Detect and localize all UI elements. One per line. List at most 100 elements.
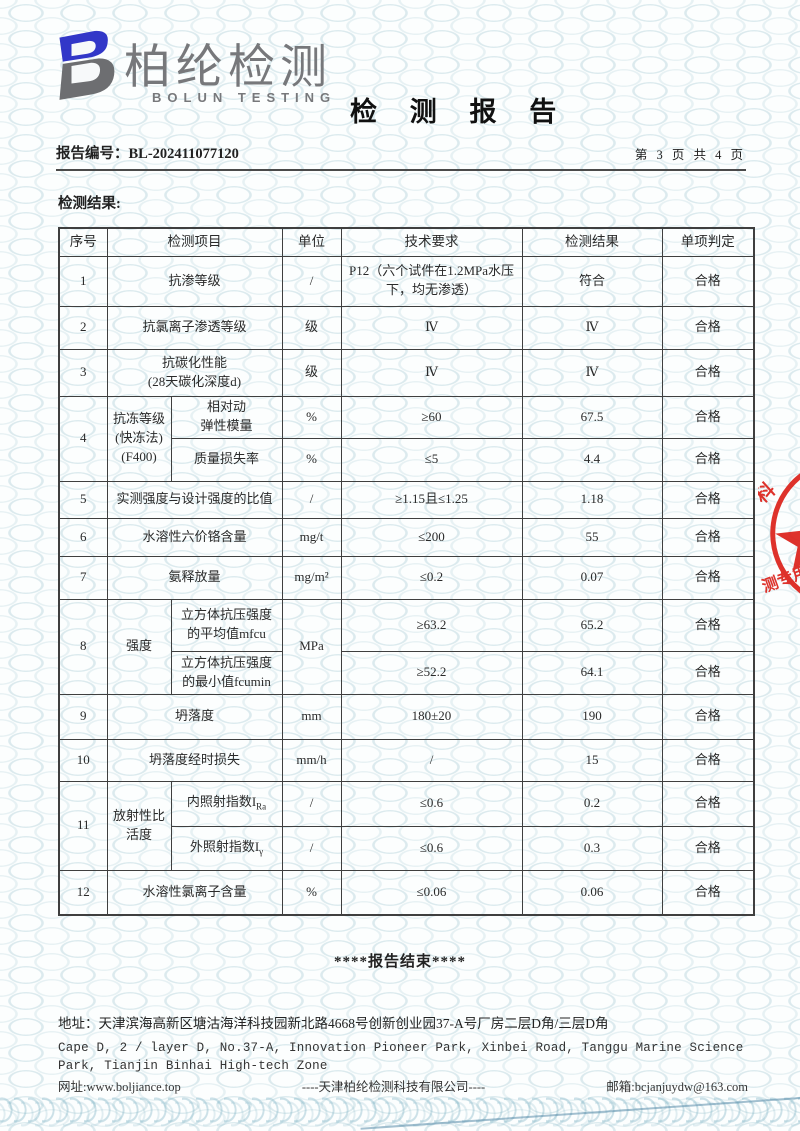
table-row: 立方体抗压强度 的最小值fcumin ≥52.2 64.1 合格 [59, 650, 755, 695]
report-number: 报告编号：BL-202411077120 [56, 142, 239, 163]
cell-no: 3 [58, 348, 108, 397]
report-meta-row: 报告编号：BL-202411077120 第 3 页 共 4 页 [56, 142, 746, 171]
col-header-result: 检测结果 [521, 227, 663, 257]
bolun-B-logo-icon [59, 30, 115, 100]
cell-unit: mm/h [281, 738, 342, 782]
cell-verdict: 合格 [661, 437, 755, 482]
table-header-row: 序号 检测项目 单位 技术要求 检测结果 单项判定 [58, 227, 755, 257]
footer-email: 邮箱:bcjanjuydw@163.com [606, 1080, 748, 1094]
cell-item-text: 外照射指数I [189, 838, 260, 854]
cell-unit: / [281, 780, 342, 827]
report-end-note: ****报告结束**** [333, 954, 466, 970]
cell-unit: mm [281, 693, 342, 740]
cell-no: 11 [58, 780, 108, 871]
col-header-unit: 单位 [281, 227, 342, 257]
svg-text:科: 科 [758, 478, 780, 508]
cell-requirement: ≥63.2 [340, 598, 523, 652]
red-star-seal-icon: 科 测专用 [758, 457, 800, 609]
cell-verdict: 合格 [661, 650, 755, 695]
table-row: 6 水溶性六价铬含量 mg/t ≤200 55 合格 [58, 517, 755, 557]
cell-verdict: 合格 [661, 255, 755, 307]
table-row: 4 抗冻等级 (快冻法) (F400) 相对动 弹性模量 % ≥60 67.5 … [58, 395, 755, 482]
cell-result: 1.18 [521, 480, 663, 519]
cell-result: 15 [521, 738, 663, 782]
cell-unit: / [281, 480, 342, 519]
cell-no: 10 [58, 738, 108, 782]
cell-no: 6 [58, 517, 108, 557]
cell-no: 12 [58, 869, 108, 916]
cell-item: 水溶性六价铬含量 [106, 517, 283, 557]
cell-verdict: 合格 [661, 738, 755, 782]
cell-verdict: 合格 [661, 555, 755, 600]
cell-requirement: ≥52.2 [340, 650, 523, 695]
cell-no: 1 [58, 255, 108, 307]
cell-requirement: ≤200 [340, 517, 523, 557]
cell-unit: mg/m² [281, 555, 342, 600]
cell-result: 64.1 [521, 650, 663, 695]
cell-verdict: 合格 [661, 869, 755, 916]
table-row: 8 强度 立方体抗压强度 的平均值mfcu MPa ≥63.2 65.2 合格 [58, 598, 755, 695]
table-row: 外照射指数Iγ / ≤0.6 0.3 合格 [59, 825, 755, 871]
footer-website: 网址:www.boljiance.top [58, 1080, 181, 1094]
cell-verdict: 合格 [661, 348, 755, 397]
cell-verdict: 合格 [661, 395, 755, 439]
cell-result: 190 [521, 693, 663, 740]
cell-item-subscript: Ra [256, 801, 267, 812]
cell-item: 实测强度与设计强度的比值 [106, 480, 283, 519]
cell-item: 坍落度 [106, 693, 283, 740]
table-row: 7 氨释放量 mg/m² ≤0.2 0.07 合格 [58, 555, 755, 600]
cell-result: 0.06 [521, 869, 663, 916]
table-row: 质量损失率 % ≤5 4.4 合格 [59, 437, 755, 482]
cell-unit: 级 [281, 305, 342, 350]
cell-verdict: 合格 [661, 305, 755, 350]
cell-no: 2 [58, 305, 108, 350]
cell-item-subscript: γ [259, 846, 264, 857]
table-row: 10 坍落度经时损失 mm/h / 15 合格 [58, 738, 755, 782]
col-header-verdict: 单项判定 [661, 227, 755, 257]
cell-item-group: 放射性比 活度 [106, 780, 172, 871]
table-row: 5 实测强度与设计强度的比值 / ≥1.15且≤1.25 1.18 合格 [58, 480, 755, 519]
cell-requirement: Ⅳ [340, 348, 523, 397]
cell-no: 8 [58, 598, 108, 695]
cell-unit: % [281, 395, 342, 439]
address-block: 地址：天津滨海高新区塘沽海洋科技园新北路4668号创新创业园37-A号厂房二层D… [58, 1012, 750, 1075]
cell-item: 抗氯离子渗透等级 [106, 305, 283, 350]
cell-result: Ⅳ [521, 348, 663, 397]
cell-verdict: 合格 [661, 825, 755, 871]
report-number-value: BL-202411077120 [128, 146, 239, 162]
cell-item-group: 抗冻等级 (快冻法) (F400) [106, 395, 172, 482]
results-section-label: 检测结果: [58, 196, 121, 212]
cell-verdict: 合格 [661, 598, 755, 652]
cell-result: 符合 [521, 255, 663, 307]
cell-requirement: ≤0.6 [340, 825, 523, 871]
cell-no: 9 [58, 693, 108, 740]
brand-name-en: BOLUN TESTING [152, 90, 337, 105]
cell-requirement: ≤0.06 [340, 869, 523, 916]
table-row: 11 放射性比 活度 内照射指数IRa / ≤0.6 0.2 合格 [58, 780, 755, 871]
brand-name-cn: 柏纶检测 [124, 42, 332, 94]
cell-item: 立方体抗压强度 的最小值fcumin [170, 650, 283, 695]
cell-result: 0.2 [521, 780, 663, 827]
cell-item: 内照射指数IRa [170, 780, 283, 827]
col-header-requirement: 技术要求 [340, 227, 523, 257]
table-row: 2 抗氯离子渗透等级 级 Ⅳ Ⅳ 合格 [58, 305, 755, 350]
cell-result: 55 [521, 517, 663, 557]
cell-verdict: 合格 [661, 780, 755, 827]
footer-row: 网址:www.boljiance.top ----天津柏纶检测科技有限公司---… [58, 1076, 748, 1095]
cell-unit: % [281, 869, 342, 916]
footer-company: ----天津柏纶检测科技有限公司---- [301, 1080, 486, 1094]
table-row: 3 抗碳化性能 (28天碳化深度d) 级 Ⅳ Ⅳ 合格 [58, 348, 755, 397]
cell-result: 65.2 [521, 598, 663, 652]
table-row: 1 抗渗等级 / P12（六个试件在1.2MPa水压下，均无渗透） 符合 合格 [58, 255, 755, 307]
cell-item: 相对动 弹性模量 [170, 395, 283, 439]
report-number-label: 报告编号： [56, 146, 129, 162]
cell-requirement: ≥1.15且≤1.25 [340, 480, 523, 519]
cell-no: 7 [58, 555, 108, 600]
address-cn: 地址：天津滨海高新区塘沽海洋科技园新北路4668号创新创业园37-A号厂房二层D… [58, 1016, 609, 1031]
cell-result: 67.5 [521, 395, 663, 439]
cell-requirement: 180±20 [340, 693, 523, 740]
cell-item: 氨释放量 [106, 555, 283, 600]
cell-requirement: ≤5 [340, 437, 523, 482]
cell-unit: MPa [281, 598, 342, 695]
